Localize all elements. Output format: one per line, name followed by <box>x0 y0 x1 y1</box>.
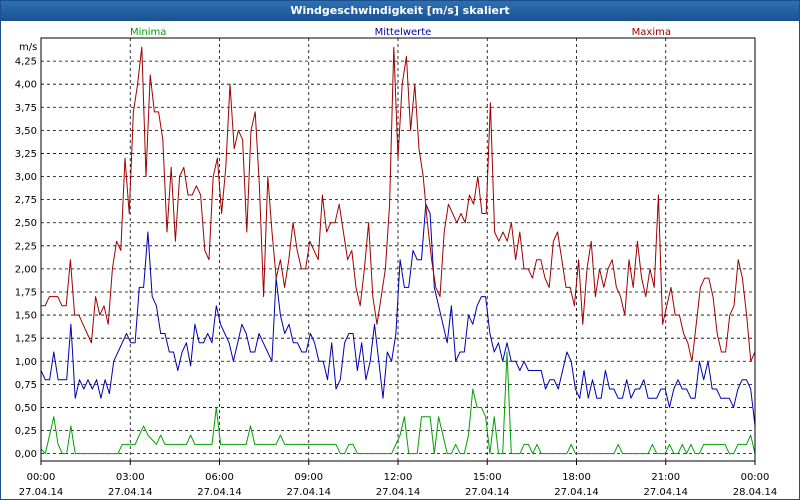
axes: m/s Minima Mittelwerte Maxima <box>19 27 756 462</box>
x-tick-time: 21:00 <box>651 472 680 483</box>
y-tick-label: 1,25 <box>15 334 37 345</box>
legend-mittelwerte: Mittelwerte <box>375 27 432 38</box>
x-tick-date: 27.04.14 <box>19 487 64 498</box>
y-tick-label: 4,25 <box>15 57 37 68</box>
x-tick-date: 27.04.14 <box>643 487 688 498</box>
x-tick-date: 27.04.14 <box>554 487 599 498</box>
series-line-maxima <box>41 46 756 362</box>
y-tick-label: 2,75 <box>15 195 37 206</box>
x-tick-time: 18:00 <box>562 472 591 483</box>
x-tick-time: 06:00 <box>205 472 234 483</box>
x-tick-time: 03:00 <box>116 472 145 483</box>
x-tick-labels: 00:00 27.04.14 03:00 27.04.14 06:00 27.04.14 0… <box>19 472 778 498</box>
y-tick-label: 0,75 <box>15 380 37 391</box>
y-tick-label: 2,25 <box>15 241 37 252</box>
plot-area-border <box>40 37 756 462</box>
legend-minima: Minima <box>130 27 166 38</box>
x-tick-time: 00:00 <box>27 472 56 483</box>
y-tick-label: 4,00 <box>15 80 37 91</box>
y-tick-label: 0,25 <box>15 426 37 437</box>
y-tick-label: 3,25 <box>15 149 37 160</box>
y-tick-label: 3,50 <box>15 126 37 137</box>
y-tick-label: 0,00 <box>15 449 37 460</box>
x-tick-date: 27.04.14 <box>286 487 331 498</box>
x-tick-time: 09:00 <box>294 472 323 483</box>
y-tick-label: 3,75 <box>15 103 37 114</box>
x-tick-date: 27.04.14 <box>197 487 242 498</box>
y-axis-unit: m/s <box>19 42 37 53</box>
y-tick-labels: 0,00 0,25 0,50 0,75 1,00 1,25 1,50 1,75 2,00 2,25… <box>15 57 37 461</box>
x-tick-date: 27.04.14 <box>376 487 421 498</box>
y-tick-label: 1,75 <box>15 287 37 298</box>
y-tick-label: 2,50 <box>15 218 37 229</box>
chart-title: Windgeschwindigkeit [m/s] skaliert <box>1 1 799 21</box>
y-tick-label: 1,00 <box>15 357 37 368</box>
x-tick-date: 28.04.14 <box>733 487 778 498</box>
series-line-minima <box>40 351 756 455</box>
y-tick-label: 3,00 <box>15 172 37 183</box>
y-tick-label: 1,50 <box>15 311 37 322</box>
x-tick-date: 27.04.14 <box>108 487 153 498</box>
y-tick-label: 2,00 <box>15 264 37 275</box>
series-line-mittelwerte <box>40 203 756 426</box>
y-tick-label: 0,50 <box>15 403 37 414</box>
legend-maxima: Maxima <box>632 27 671 38</box>
x-tick-time: 00:00 <box>741 472 770 483</box>
x-tick-time: 12:00 <box>384 472 413 483</box>
grid <box>40 38 756 465</box>
x-tick-time: 15:00 <box>473 472 502 483</box>
x-tick-date: 27.04.14 <box>465 487 510 498</box>
series-lines <box>40 46 756 455</box>
